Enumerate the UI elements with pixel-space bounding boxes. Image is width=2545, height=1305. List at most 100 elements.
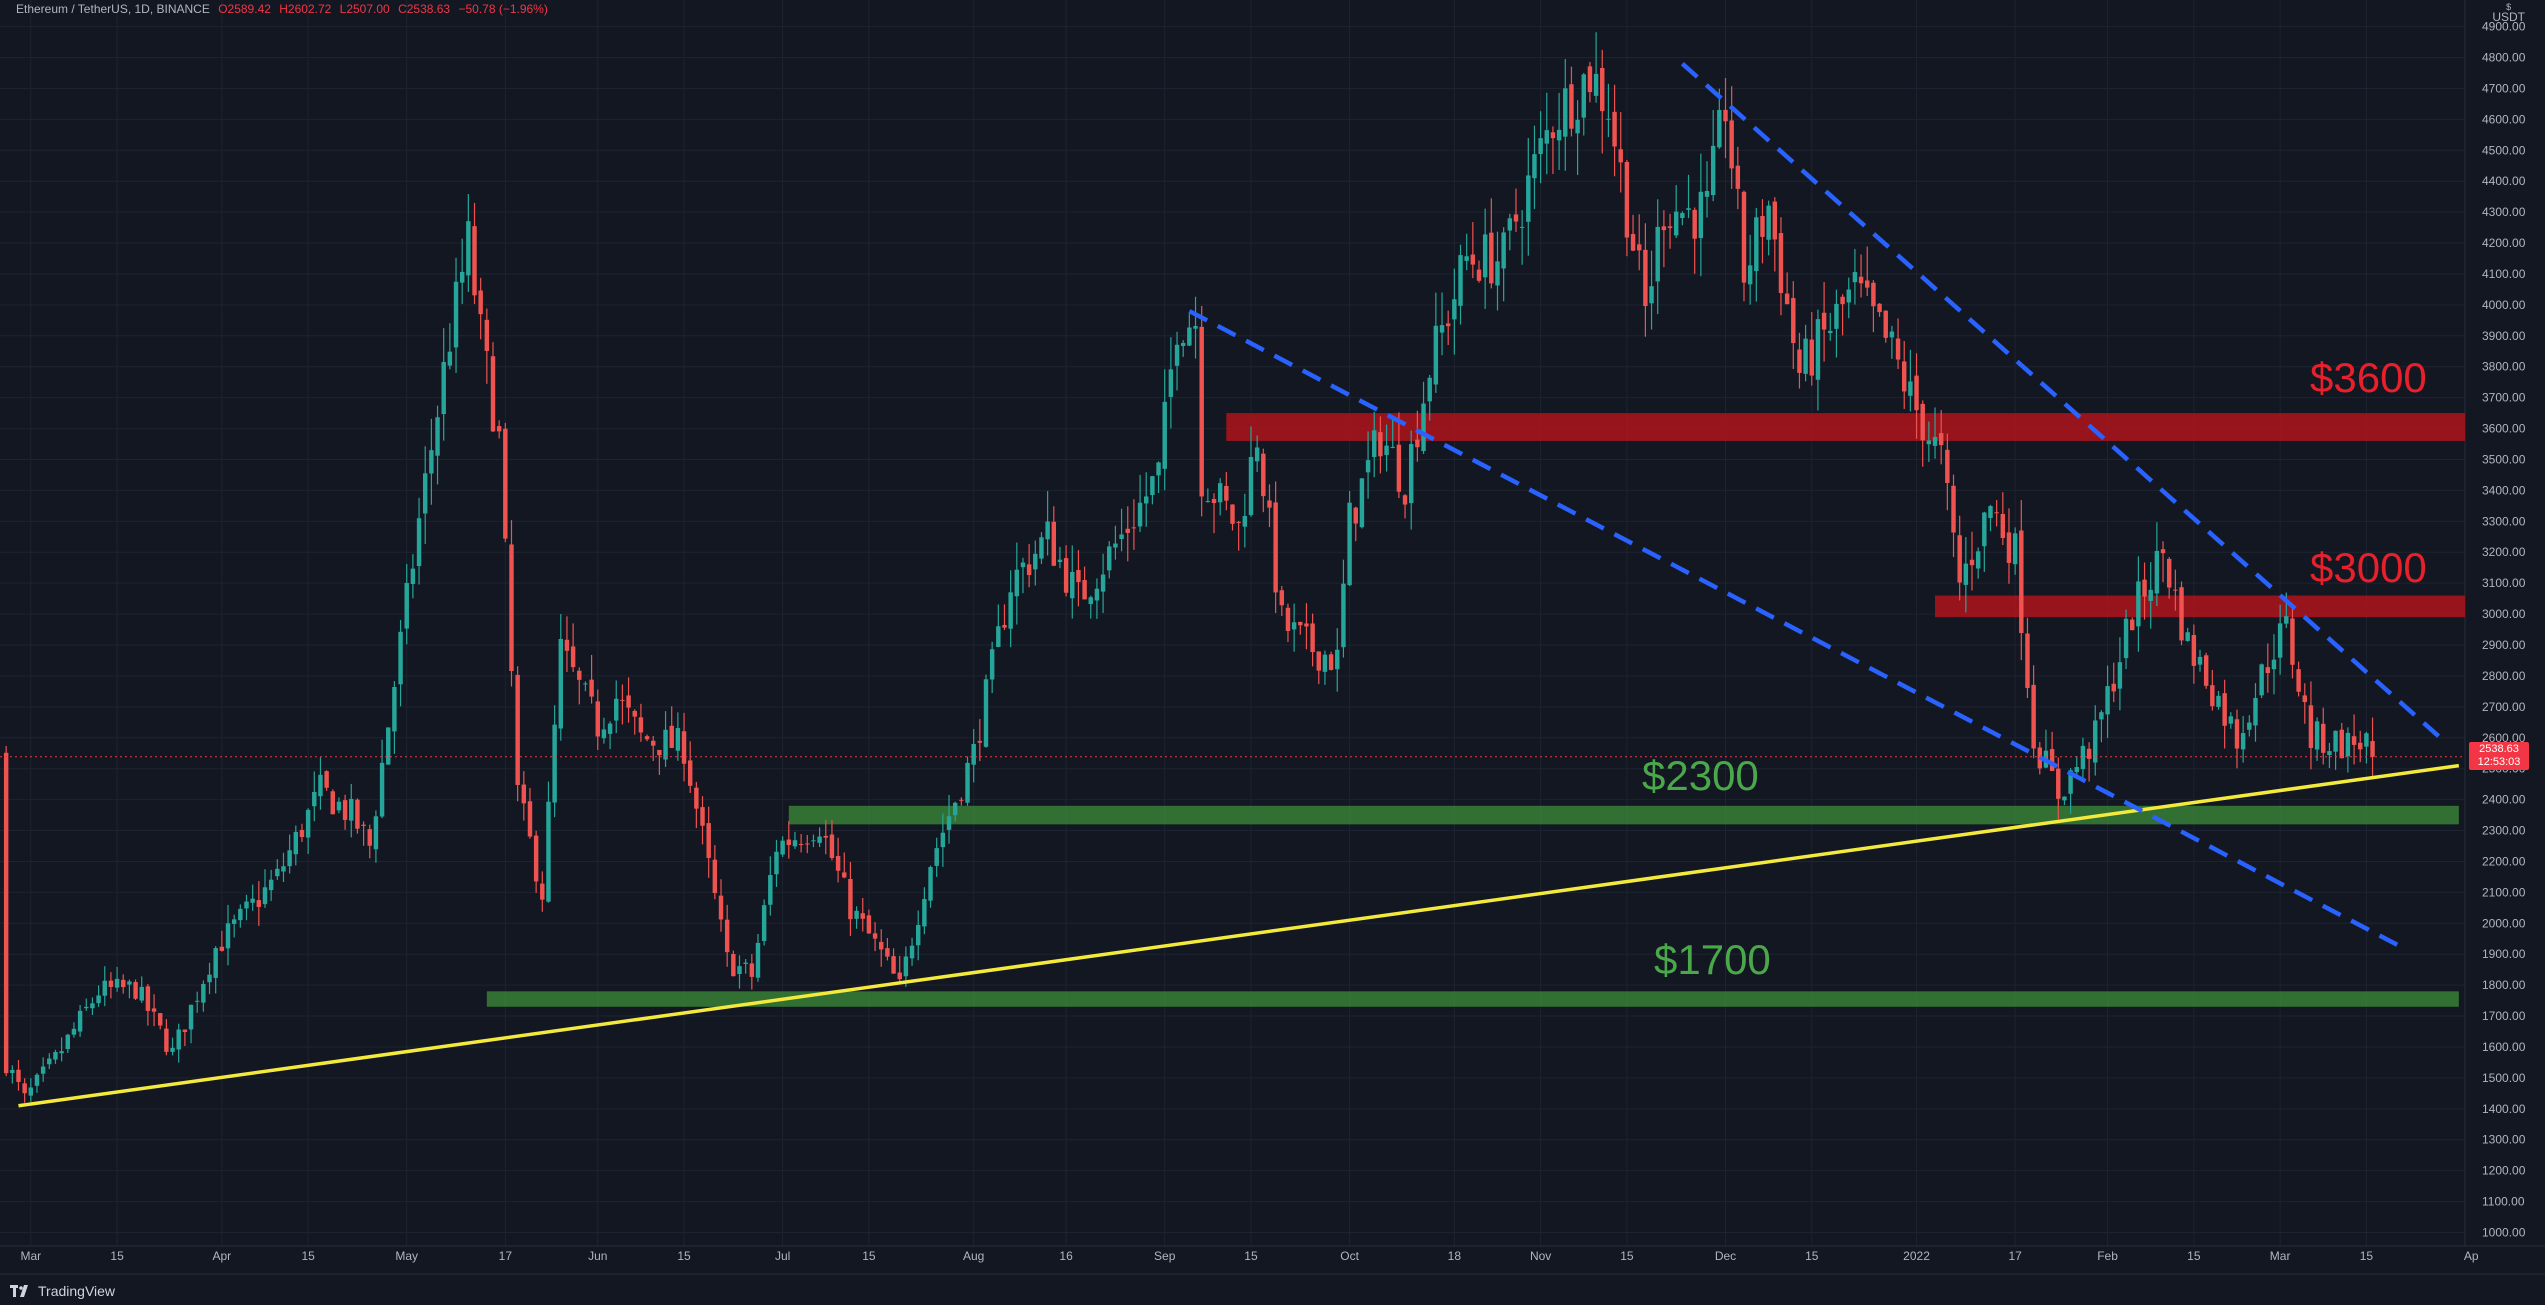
- descending-channel-line[interactable]: [1188, 309, 2405, 951]
- candle-up: [1347, 491, 1352, 586]
- candle-body: [1359, 478, 1365, 528]
- candle-body: [620, 699, 625, 701]
- candle-up: [1150, 475, 1155, 505]
- candle-body: [1020, 562, 1026, 568]
- candle-body: [1421, 403, 1426, 452]
- candle-body: [681, 731, 687, 764]
- candle-body: [416, 518, 422, 567]
- candle-down: [1211, 493, 1217, 534]
- candle-up: [552, 705, 557, 818]
- candle-up: [53, 1049, 58, 1064]
- label-3600: $3600: [2310, 354, 2427, 401]
- candle-down: [1402, 494, 1408, 519]
- candle-body: [595, 701, 600, 737]
- candle-body: [546, 801, 551, 902]
- candle-body: [1741, 191, 1747, 283]
- candle-body: [1791, 298, 1796, 344]
- candle-body: [435, 417, 440, 456]
- candle-up: [2093, 705, 2098, 776]
- candle-body: [1033, 553, 1038, 570]
- candle-body: [453, 281, 459, 348]
- candle-up: [1563, 59, 1568, 171]
- candle-body: [1895, 338, 1901, 360]
- candle-body: [1347, 502, 1352, 586]
- y-tick-label: 1800.00: [2482, 978, 2526, 992]
- y-tick-label: 2200.00: [2482, 854, 2526, 868]
- candle-down: [564, 616, 570, 672]
- candle-body: [34, 1074, 40, 1086]
- candle-body: [1908, 381, 1913, 396]
- grid: [0, 0, 2472, 1246]
- candle-up: [2247, 715, 2252, 737]
- candle-down: [2166, 557, 2172, 599]
- candle-body: [854, 910, 859, 919]
- candle-up: [940, 813, 946, 867]
- candle-body: [496, 426, 502, 432]
- candle-up: [435, 405, 440, 485]
- candle-up: [1439, 292, 1445, 356]
- time-axis[interactable]: Mar 15 Apr 15 May 17 Jun 15 Jul 15 Aug 16 Sep 15 Oct 18…: [0, 1245, 2545, 1275]
- resistance-zone-3000[interactable]: [1935, 595, 2465, 618]
- tradingview-logo[interactable]: TradingView: [10, 1283, 115, 1299]
- candle-down: [718, 879, 724, 932]
- candle-body: [2056, 768, 2061, 799]
- candle-down: [2308, 681, 2314, 770]
- candle-up: [1538, 111, 1543, 184]
- candle-body: [632, 710, 637, 717]
- candle-down: [1261, 448, 1266, 513]
- candle-up: [2364, 731, 2369, 764]
- candle-body: [737, 966, 742, 975]
- currency-label[interactable]: $ USDT: [2492, 2, 2525, 23]
- candle-down: [1224, 472, 1229, 511]
- candle-body: [1852, 272, 1858, 283]
- candle-body: [2142, 579, 2147, 597]
- candle-body: [1680, 213, 1685, 218]
- resistance-zone-3600[interactable]: [1226, 413, 2465, 441]
- support-zone-1700[interactable]: [486, 991, 2459, 1007]
- candle-up: [1408, 430, 1414, 530]
- x-tick-label: 17: [499, 1249, 513, 1263]
- candle-up: [84, 998, 89, 1011]
- candle-body: [2117, 662, 2123, 689]
- descending-channel-line[interactable]: [1680, 62, 2442, 740]
- candle-body: [1618, 149, 1623, 163]
- candle-body: [940, 832, 946, 848]
- candle-body: [1156, 462, 1161, 476]
- support-zone-2300[interactable]: [788, 805, 2459, 825]
- candle-down: [694, 781, 699, 829]
- candle-down: [2056, 757, 2061, 820]
- candle-up: [213, 946, 218, 994]
- candle-up: [1963, 537, 1969, 613]
- candle-body: [1865, 280, 1870, 288]
- candle-body: [527, 801, 533, 837]
- candle-body: [2351, 736, 2357, 745]
- candle-up: [2333, 730, 2338, 770]
- candle-down: [1692, 207, 1697, 274]
- candle-body: [1926, 440, 1932, 445]
- candle-body: [786, 839, 792, 846]
- price-axis[interactable]: 4900.00 4800.00 4700.00 4600.00 4500.00 4400.…: [2464, 0, 2545, 1305]
- candle-down: [158, 1012, 163, 1030]
- candle-down: [1298, 621, 1303, 635]
- candle-body: [466, 221, 471, 276]
- candle-body: [361, 824, 366, 826]
- candle-up: [65, 1033, 71, 1054]
- candle-body: [952, 802, 958, 816]
- candle-up: [1322, 650, 1328, 685]
- candle-up: [194, 991, 200, 1013]
- candle-up: [761, 899, 767, 946]
- label-1700: $1700: [1654, 936, 1771, 983]
- candle-body: [379, 762, 385, 817]
- candle-body: [108, 980, 114, 987]
- candle-up: [1359, 478, 1365, 529]
- ascending-trendline[interactable]: [18, 763, 2460, 1108]
- candle-body: [2160, 549, 2166, 554]
- candle-down: [1778, 217, 1784, 316]
- candle-down: [1236, 520, 1241, 551]
- candle-down: [632, 709, 637, 735]
- candle-up: [607, 721, 613, 750]
- candle-down: [121, 974, 126, 994]
- y-tick-label: 3900.00: [2482, 329, 2526, 343]
